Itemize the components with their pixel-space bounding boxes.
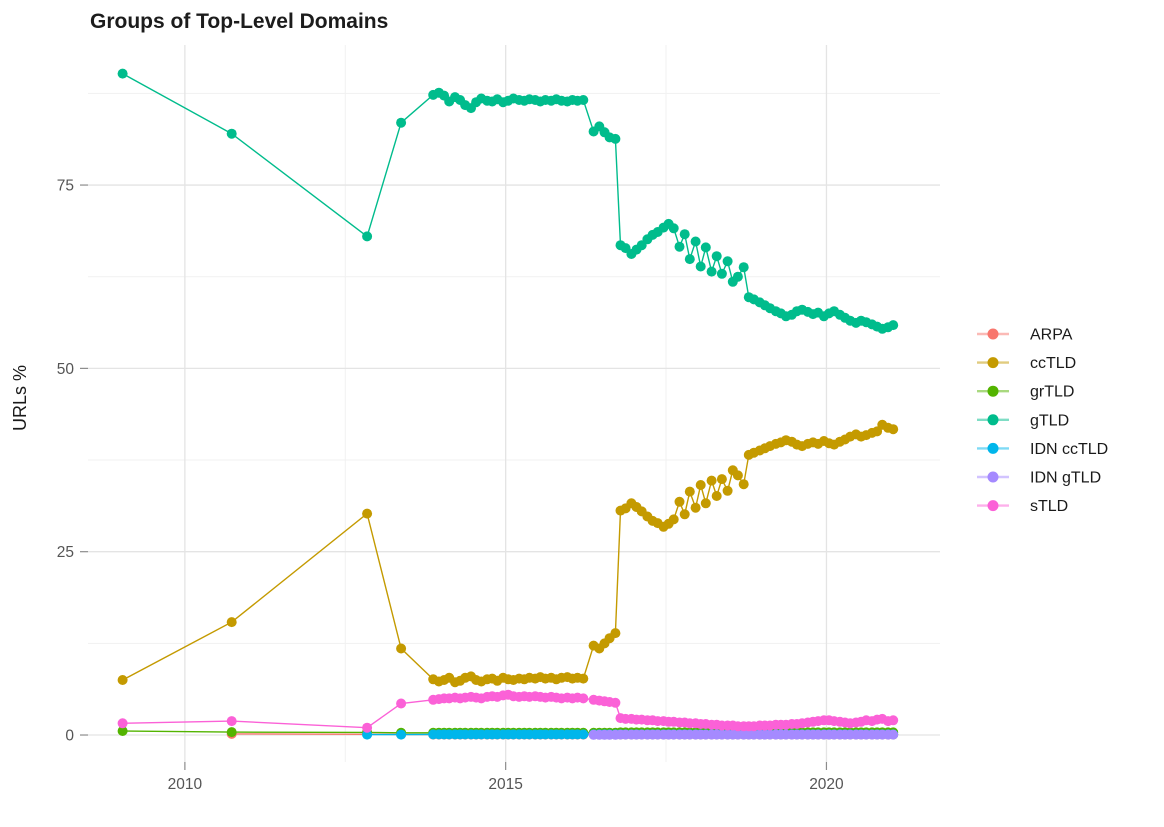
- data-point: [362, 722, 373, 733]
- data-point: [711, 491, 722, 501]
- series-stld: [117, 689, 899, 733]
- series-line: [122, 72, 894, 330]
- data-point: [695, 480, 706, 490]
- legend-key-point: [987, 471, 999, 483]
- data-point: [722, 256, 733, 267]
- data-point: [396, 643, 407, 654]
- data-point: [362, 231, 373, 242]
- data-point: [362, 508, 373, 519]
- data-point: [226, 727, 237, 738]
- legend-item-grtld: grTLD: [977, 384, 1074, 401]
- data-point: [732, 470, 743, 481]
- x-tick-label: 2010: [168, 776, 203, 793]
- data-point: [695, 261, 706, 272]
- data-point: [674, 241, 685, 252]
- series-idn-gtld: [588, 729, 899, 740]
- data-point: [610, 628, 621, 639]
- gridlines: [88, 45, 940, 762]
- chart-title: Groups of Top-Level Domains: [90, 10, 388, 33]
- data-point: [716, 268, 727, 279]
- data-point: [888, 729, 899, 740]
- data-point: [578, 673, 589, 684]
- legend-label: grTLD: [1030, 384, 1074, 401]
- legend-item-gtld: gTLD: [977, 412, 1069, 429]
- data-point: [716, 474, 727, 485]
- data-point: [888, 320, 899, 331]
- data-point: [396, 117, 407, 128]
- data-point: [396, 729, 407, 740]
- y-axis-title: URLs %: [10, 365, 30, 431]
- data-point: [668, 514, 679, 525]
- legend-key-point: [987, 357, 999, 369]
- x-tick-label: 2020: [809, 776, 844, 793]
- data-point: [578, 729, 589, 740]
- data-point: [679, 509, 690, 520]
- legend-key-point: [987, 500, 999, 512]
- data-point: [684, 254, 695, 265]
- data-point: [578, 693, 589, 704]
- legend-key-point: [987, 442, 999, 454]
- axis-ticks: [80, 184, 828, 770]
- data-point: [738, 262, 749, 273]
- data-point: [578, 95, 589, 105]
- data-point: [700, 498, 711, 509]
- data-point: [117, 68, 128, 79]
- legend-item-arpa: ARPA: [977, 327, 1073, 344]
- data-point: [732, 271, 743, 282]
- data-point: [706, 266, 717, 277]
- plot-series: [117, 68, 899, 740]
- data-point: [226, 716, 237, 727]
- data-point: [690, 236, 701, 247]
- legend: ARPA ccTLD grTLD gTLD IDN ccTLD IDN gTLD sTLD: [977, 327, 1108, 515]
- x-tick-label: 2015: [488, 776, 522, 793]
- legend-label: ARPA: [1030, 327, 1073, 344]
- data-point: [396, 698, 407, 709]
- data-point: [706, 475, 717, 486]
- data-point: [226, 617, 237, 628]
- data-point: [888, 715, 899, 726]
- data-point: [117, 718, 128, 729]
- data-point: [690, 502, 701, 513]
- y-tick-label: 75: [57, 178, 74, 195]
- data-point: [610, 697, 621, 708]
- legend-label: IDN ccTLD: [1030, 441, 1108, 458]
- data-point: [679, 229, 690, 240]
- legend-label: IDN gTLD: [1030, 470, 1101, 487]
- data-point: [362, 729, 373, 740]
- legend-item-idn-gtld: IDN gTLD: [977, 470, 1101, 487]
- series-cctld: [117, 419, 899, 688]
- series-gtld: [117, 68, 899, 334]
- data-point: [700, 242, 711, 253]
- data-point: [668, 223, 679, 234]
- legend-item-cctld: ccTLD: [977, 355, 1076, 372]
- legend-key-point: [987, 328, 999, 340]
- y-tick-label: 25: [57, 544, 74, 561]
- legend-label: ccTLD: [1030, 355, 1076, 372]
- legend-item-idn-cctld: IDN ccTLD: [977, 441, 1108, 458]
- legend-item-stld: sTLD: [977, 498, 1068, 515]
- legend-key-point: [987, 385, 999, 397]
- y-tick-label: 0: [65, 728, 74, 745]
- data-point: [226, 128, 237, 139]
- axis-tick-labels: 2010 2015 2020 0 25 50 75: [57, 178, 844, 793]
- data-point: [722, 485, 733, 496]
- legend-label: sTLD: [1030, 498, 1068, 515]
- data-point: [711, 251, 722, 262]
- data-point: [888, 424, 899, 435]
- data-point: [610, 133, 621, 144]
- legend-label: gTLD: [1030, 412, 1069, 429]
- data-point: [117, 726, 128, 736]
- data-point: [117, 675, 128, 685]
- data-point: [684, 486, 695, 497]
- y-tick-label: 50: [57, 361, 75, 378]
- data-point: [674, 496, 685, 507]
- legend-key-point: [987, 414, 999, 426]
- data-point: [738, 479, 749, 490]
